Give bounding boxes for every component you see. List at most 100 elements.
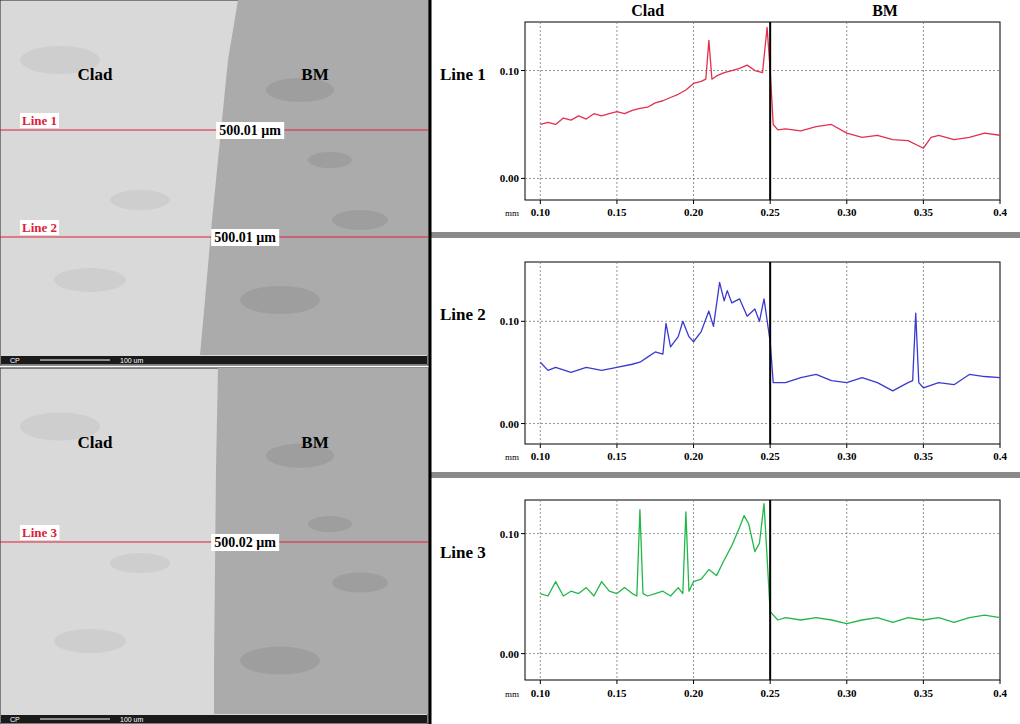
region-label: Clad bbox=[78, 433, 114, 452]
length-label: 500.01 µm bbox=[219, 123, 281, 138]
scale-bar bbox=[40, 360, 110, 361]
grid-line bbox=[616, 500, 617, 680]
tick bbox=[616, 680, 617, 684]
micrograph: CP100 umCladBMLine 3500.02 µm bbox=[0, 368, 428, 724]
tick-label: 0.20 bbox=[684, 450, 704, 462]
tick-label: 0.25 bbox=[761, 206, 781, 218]
tick bbox=[693, 444, 694, 448]
tick bbox=[923, 444, 924, 448]
data-group bbox=[540, 262, 1000, 444]
length-box bbox=[211, 534, 279, 551]
tick bbox=[846, 680, 847, 684]
tick bbox=[616, 444, 617, 448]
tick bbox=[846, 200, 847, 204]
tick-label: 0.15 bbox=[607, 687, 627, 699]
separator bbox=[430, 232, 1020, 238]
tick-label: 0.35 bbox=[914, 206, 934, 218]
grid-line bbox=[846, 22, 847, 200]
grid-line bbox=[525, 423, 1000, 424]
grain bbox=[332, 573, 388, 593]
grid-line bbox=[693, 22, 694, 200]
grid-line bbox=[923, 500, 924, 680]
plot-frame bbox=[525, 262, 1000, 444]
tick-label: 0.30 bbox=[837, 206, 857, 218]
region-header: BM bbox=[872, 2, 898, 19]
grain bbox=[54, 629, 126, 653]
tick-label: 0.00 bbox=[500, 172, 520, 184]
scan-line bbox=[0, 129, 428, 130]
length-label: 500.01 µm bbox=[214, 230, 276, 245]
tick bbox=[540, 444, 541, 448]
tick-label: 0.10 bbox=[531, 450, 551, 462]
grid-line bbox=[770, 500, 771, 680]
tick bbox=[540, 680, 541, 684]
plot-frame bbox=[525, 500, 1000, 680]
label-box bbox=[20, 220, 59, 235]
data-group bbox=[540, 500, 1000, 680]
divider bbox=[429, 0, 432, 724]
tick-label: 0.4 bbox=[993, 687, 1007, 699]
axis-unit: mm bbox=[505, 452, 519, 462]
tick-label: 0.15 bbox=[607, 450, 627, 462]
tick bbox=[616, 200, 617, 204]
tick-label: 0.00 bbox=[500, 418, 520, 430]
tick-label: 0.4 bbox=[993, 206, 1007, 218]
tick-label: 0.10 bbox=[500, 315, 520, 327]
tick bbox=[521, 423, 525, 424]
tick bbox=[1000, 680, 1001, 684]
grid-line bbox=[923, 22, 924, 200]
tick-label: 0.20 bbox=[684, 687, 704, 699]
grain bbox=[240, 647, 320, 675]
tick bbox=[540, 200, 541, 204]
profile-chart: 0.100.150.200.250.300.350.40.000.10mmLin… bbox=[440, 22, 1007, 218]
grain bbox=[110, 190, 170, 210]
tick-label: 0.25 bbox=[761, 687, 781, 699]
grain bbox=[110, 553, 170, 573]
tick bbox=[521, 653, 525, 654]
length-box bbox=[216, 122, 284, 139]
bm-region bbox=[200, 0, 428, 355]
figure: CP 100 um Clad BM Line 1 500.01 µm Line 2 500.0… bbox=[0, 0, 1020, 724]
tick-label: 0.30 bbox=[837, 450, 857, 462]
grid-line bbox=[525, 533, 1000, 534]
tick-label: 0.10 bbox=[500, 528, 520, 540]
detector-label: CP bbox=[10, 716, 20, 723]
boundary-line bbox=[769, 262, 771, 444]
chart-title: Line 1 bbox=[440, 65, 486, 84]
tick bbox=[770, 444, 771, 448]
grid-line bbox=[923, 262, 924, 444]
grid-line bbox=[525, 321, 1000, 322]
scale-bar-label: 100 um bbox=[120, 716, 144, 723]
tick bbox=[693, 200, 694, 204]
info-bar bbox=[1, 715, 427, 723]
profile-chart: 0.100.150.200.250.300.350.40.000.10mmLin… bbox=[440, 500, 1007, 699]
plot-frame bbox=[525, 22, 1000, 200]
bm-region bbox=[214, 368, 428, 714]
chart-ground bbox=[430, 0, 1020, 724]
grid-line bbox=[616, 262, 617, 444]
tick-label: 0.35 bbox=[914, 450, 934, 462]
tick bbox=[923, 200, 924, 204]
grain bbox=[308, 516, 352, 532]
label-box bbox=[20, 525, 60, 540]
info-bar bbox=[1, 356, 427, 364]
grid-line bbox=[540, 262, 541, 444]
grain bbox=[54, 268, 126, 292]
tick-label: 0.10 bbox=[500, 65, 520, 77]
grid-line bbox=[693, 262, 694, 444]
tick-label: 0.00 bbox=[500, 648, 520, 660]
grid-line bbox=[525, 653, 1000, 654]
tick bbox=[693, 680, 694, 684]
length-label: 500.02 µm bbox=[214, 535, 276, 550]
grid-line bbox=[540, 500, 541, 680]
scan-line-label: Line 1 bbox=[22, 113, 57, 128]
axis-unit: mm bbox=[505, 689, 519, 699]
scan-line-label: Line 2 bbox=[22, 220, 57, 235]
micrograph: CP100 umCladBMLine 1500.01 µmLine 2500.0… bbox=[0, 0, 428, 365]
clad-region bbox=[0, 368, 428, 724]
grid-line bbox=[1000, 22, 1001, 200]
tick bbox=[770, 200, 771, 204]
tick bbox=[770, 680, 771, 684]
axis-unit: mm bbox=[505, 208, 519, 218]
chart-title: Line 3 bbox=[440, 543, 486, 562]
